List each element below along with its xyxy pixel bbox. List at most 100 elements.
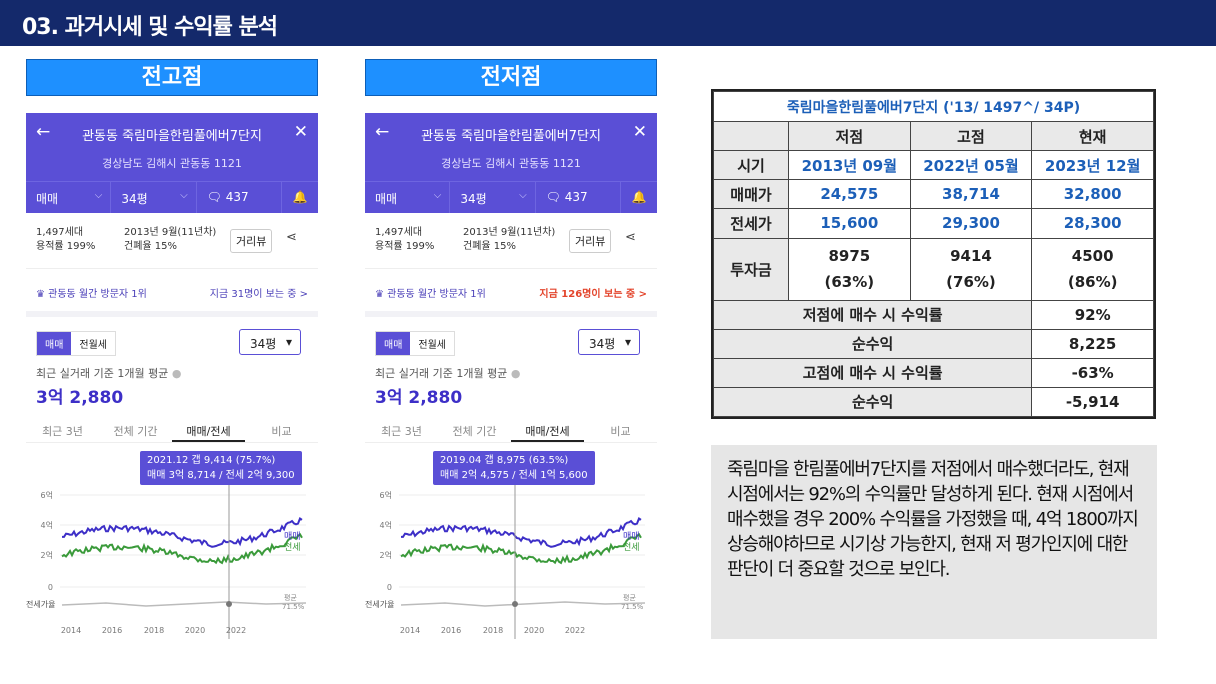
size-dropdown[interactable]: 34평 ⌵ [111, 182, 197, 213]
jeonse-low: 15,600 [788, 208, 911, 239]
jeonse-series-line [61, 532, 303, 565]
invest-low-amount: 8975 [828, 247, 871, 265]
segment-sale[interactable]: 매매 [376, 332, 411, 355]
y-tick-label: 2억 [380, 550, 392, 560]
size-select[interactable]: 34평 ▾ [578, 329, 640, 355]
invest-low: 8975 (63%) [788, 237, 911, 301]
apartment-title: 관동동 죽림마을한림풀에버7단지 [82, 129, 262, 144]
jeonse-series-line [400, 532, 642, 565]
tab-recent-3y[interactable]: 최근 3년 [381, 425, 422, 438]
deal-segment[interactable]: 매매 전월세 [375, 331, 456, 356]
summary-label: 고점에 매수 시 수익률 [712, 357, 1033, 388]
live-visitors-link[interactable]: 지금 31명이 보는 중 > [209, 289, 308, 300]
sale-series-line [62, 516, 303, 548]
share-icon[interactable]: ⋖ [625, 230, 636, 245]
comments-tab[interactable]: 🗨 437 [197, 182, 282, 213]
tab-compare[interactable]: 비교 [271, 425, 292, 438]
size-dropdown[interactable]: 34평 ⌵ [450, 182, 536, 213]
average-label: 최근 실거래 기준 1개월 평균 ● [36, 365, 181, 381]
size-select-value: 34평 [250, 337, 277, 351]
row-label-jeonse: 전세가 [713, 208, 789, 239]
share-icon[interactable]: ⋖ [286, 230, 297, 245]
back-arrow-icon[interactable]: ← [36, 122, 51, 142]
average-price: 3억 2,880 [375, 388, 463, 408]
deal-type-dropdown[interactable]: 매매 ⌵ [26, 182, 112, 213]
tab-sale-jeonse[interactable]: 매매/전세 [172, 417, 245, 442]
segment-sale[interactable]: 매매 [37, 332, 72, 355]
page-title: 03. 과거시세 및 수익률 분석 [0, 0, 1216, 46]
x-tick-label: 2022 [565, 626, 585, 635]
segment-rent[interactable]: 전월세 [418, 340, 447, 351]
bell-icon[interactable]: 🔔 [631, 190, 647, 204]
size-label: 34평 [460, 192, 487, 206]
segment-rent[interactable]: 전월세 [79, 340, 108, 351]
built-year: 2013년 9월(11년차) [463, 227, 556, 238]
comments-tab[interactable]: 🗨 437 [536, 182, 621, 213]
summary-value: 8,225 [1031, 328, 1154, 359]
jeonse-rate-line [400, 601, 646, 607]
price-chart[interactable]: 6억 4억 2억 0 매매 전세 전세가율 평균 71.5% 2014 2016 2018 2020 20… [26, 449, 318, 639]
back-arrow-icon[interactable]: ← [375, 122, 390, 142]
y-tick-label: 6억 [41, 490, 53, 500]
table-row: 시기 2013년 09월 2022년 05월 2023년 12월 [713, 150, 1154, 181]
average-label-text: 최근 실거래 기준 1개월 평균 [375, 367, 508, 380]
info-icon: ● [510, 367, 521, 380]
floor-area-ratio: 용적률 199% [375, 241, 435, 252]
tab-sale-jeonse[interactable]: 매매/전세 [511, 417, 584, 442]
deal-type-label: 매매 [375, 192, 398, 206]
invest-low-pct: (63%) [824, 273, 875, 291]
period-now: 2023년 12월 [1031, 150, 1154, 181]
x-tick-label: 2020 [524, 626, 544, 635]
chevron-down-icon: ⌵ [180, 190, 188, 201]
chevron-down-icon: ⌵ [519, 190, 527, 201]
y-tick-label: 0 [387, 583, 392, 592]
size-select[interactable]: 34평 ▾ [239, 329, 301, 355]
tab-all-period[interactable]: 전체 기간 [452, 425, 497, 438]
deal-type-dropdown[interactable]: 매매 ⌵ [365, 182, 451, 213]
size-select-value: 34평 [589, 337, 616, 351]
x-tick-label: 2018 [144, 626, 164, 635]
summary-label: 순수익 [712, 386, 1033, 418]
chart-tooltip: 2019.04 갭 8,975 (63.5%) 매매 2억 4,575 / 전세 … [433, 451, 595, 485]
tab-compare[interactable]: 비교 [610, 425, 631, 438]
col-high: 고점 [909, 120, 1033, 152]
phone-screenshot-trough: ← 관동동 죽림마을한림풀에버7단지 ✕ 경상남도 김해시 관동동 1121 매… [365, 113, 657, 639]
x-tick-label: 2016 [102, 626, 122, 635]
street-view-button[interactable]: 거리뷰 [569, 229, 612, 253]
jeonse-rate-label: 전세가율 [365, 599, 394, 609]
deal-segment[interactable]: 매매 전월세 [36, 331, 117, 356]
table-row: 순수익 -5,914 [712, 386, 1154, 418]
deal-type-label: 매매 [36, 192, 59, 206]
jeonse-rate-line [61, 601, 307, 607]
average-label-text: 최근 실거래 기준 1개월 평균 [36, 367, 169, 380]
visitor-rank-text: 관동동 월간 방문자 1위 [48, 289, 147, 300]
summary-value: -63% [1031, 357, 1154, 388]
summary-value: 92% [1031, 299, 1154, 330]
table-row: 매매가 24,575 38,714 32,800 [713, 179, 1154, 210]
households: 1,497세대 [36, 227, 84, 238]
tab-all-period[interactable]: 전체 기간 [113, 425, 158, 438]
comparison-table: 죽림마을한림풀에버7단지 ('13/ 1497^/ 34P) 저점 고점 현재 … [711, 89, 1156, 419]
close-icon[interactable]: ✕ [293, 122, 308, 142]
price-chart[interactable]: 6억 4억 2억 0 매매 전세 전세가율 평균 71.5% 2014 2016 2018 2020 20… [365, 449, 657, 639]
legend-jeonse: 전세 [284, 542, 301, 553]
avg-rate-value: 71.5% [621, 603, 644, 611]
sale-high: 38,714 [909, 179, 1033, 210]
table-row: 전세가 15,600 29,300 28,300 [713, 208, 1154, 239]
y-tick-label: 2억 [41, 550, 53, 560]
x-tick-label: 2016 [441, 626, 461, 635]
table-row: 순수익 8,225 [712, 328, 1154, 359]
bell-icon[interactable]: 🔔 [292, 190, 308, 204]
comment-count: 437 [564, 190, 588, 204]
tab-recent-3y[interactable]: 최근 3년 [42, 425, 83, 438]
jeonse-rate-label: 전세가율 [26, 599, 55, 609]
caret-down-icon: ▾ [624, 335, 631, 349]
close-icon[interactable]: ✕ [632, 122, 647, 142]
sale-series-line [401, 516, 642, 548]
cursor-dot [226, 601, 232, 607]
col-now: 현재 [1031, 120, 1154, 152]
street-view-button[interactable]: 거리뷰 [230, 229, 273, 253]
live-visitors-link[interactable]: 지금 126명이 보는 중 > [539, 289, 647, 300]
size-label: 34평 [121, 192, 148, 206]
